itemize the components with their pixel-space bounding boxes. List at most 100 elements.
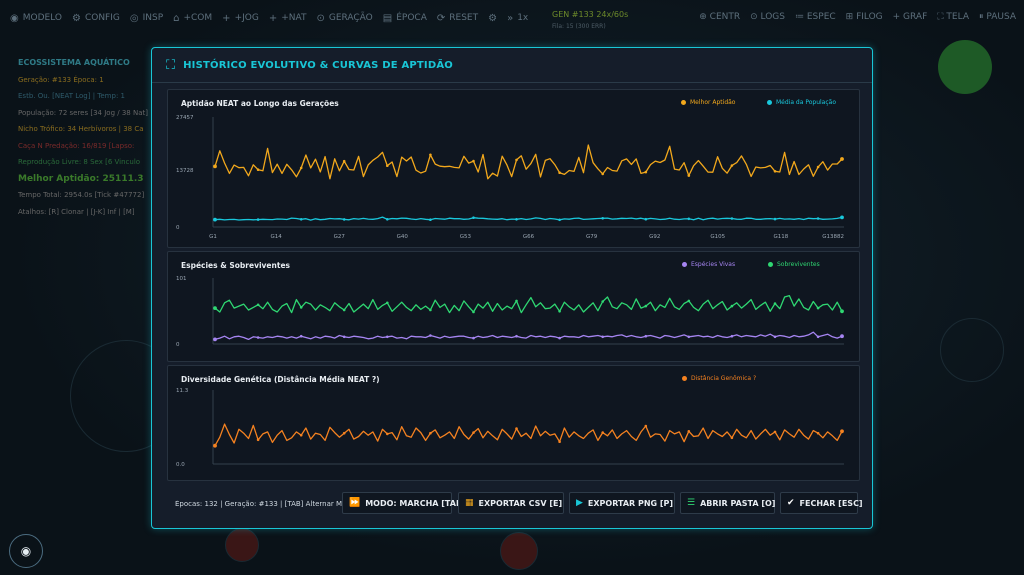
panel-title: ECOSSISTEMA AQUÁTICO <box>18 58 130 67</box>
toolbar-insp[interactable]: ◎ INSP <box>129 12 164 24</box>
data-point <box>213 217 217 222</box>
toolbar-epoca[interactable]: ▤ ÉPOCA <box>382 12 427 24</box>
export-csv-button[interactable]: ▦ EXPORTAR CSV [E] <box>458 492 564 514</box>
toolbar-graf[interactable]: + GRAF <box>892 12 928 22</box>
reset-icon: ⟳ <box>436 12 446 24</box>
toolbar-tela[interactable]: ⛶ TELA <box>937 12 969 22</box>
data-point <box>429 431 432 435</box>
check-icon: ✔ <box>787 498 795 508</box>
data-point <box>840 215 844 220</box>
series-line <box>214 144 843 180</box>
list-icon: ☰ <box>687 498 696 508</box>
eye-icon: ◉ <box>10 12 19 24</box>
x-tick-label: G53 <box>460 234 472 240</box>
target-icon: ◎ <box>129 12 139 24</box>
toolbar-settings[interactable]: ⚙ <box>488 13 497 24</box>
status-text: Épocas: 132 | Geração: #133 | [TAB] Alte… <box>175 500 345 508</box>
open-folder-button[interactable]: ☰ ABRIR PASTA [O] <box>680 492 775 514</box>
toolbar-espec[interactable]: ≔ ESPEC <box>795 12 836 22</box>
series-line <box>214 331 843 341</box>
series-line <box>214 294 843 314</box>
modal-header: ⛶ HISTÓRICO EVOLUTIVO & CURVAS DE APTIDÃ… <box>152 48 872 82</box>
x-tick-label: G14 <box>270 234 282 240</box>
generation-indicator: GEN #133 24x/60s Fila: 15 (300 ERR) <box>552 10 629 30</box>
data-point <box>386 432 389 436</box>
toolbar-modelo[interactable]: ◉ MODELO <box>10 12 62 24</box>
export-png-button[interactable]: ▶ EXPORTAR PNG [P] <box>569 492 675 514</box>
data-point <box>386 218 389 221</box>
data-point <box>299 166 303 170</box>
data-point <box>213 164 217 169</box>
y-tick-label: 101 <box>176 276 187 282</box>
toolbar-nat[interactable]: + +NAT <box>268 12 307 24</box>
toolbar-geracao[interactable]: ⊙ GERAÇÃO <box>316 12 373 24</box>
data-point <box>773 430 777 434</box>
fast-forward-icon: » <box>507 12 514 24</box>
calendar-icon: ▤ <box>382 12 393 24</box>
data-point <box>515 299 518 303</box>
y-tick-label: 0 <box>176 342 180 348</box>
data-point <box>299 218 303 221</box>
data-point <box>386 301 389 305</box>
data-point <box>687 430 691 433</box>
data-point <box>816 431 820 435</box>
data-point <box>558 336 561 340</box>
toolbar-centr[interactable]: ⊕ CENTR <box>699 12 741 22</box>
fast-forward-icon: ⏩ <box>349 498 361 508</box>
x-tick-label: G79 <box>586 234 598 240</box>
info-line: Tempo Total: 2954.0s [Tick #47772] <box>18 191 145 199</box>
info-line: Geração: #133 Época: 1 <box>18 75 104 84</box>
camera-button[interactable]: ◉ <box>9 534 43 568</box>
data-point <box>840 429 844 434</box>
toolbar-reset[interactable]: ⟳ RESET <box>436 12 479 24</box>
data-point <box>429 153 432 157</box>
data-point <box>687 217 691 221</box>
x-tick-label: G40 <box>397 234 409 240</box>
info-line: Nicho Trófico: 34 Herbívoros | 38 Ca <box>18 125 144 133</box>
info-line: Estb. Ou. [NEAT Log] | Temp: 1 <box>18 92 125 100</box>
data-point <box>687 174 691 177</box>
data-point <box>816 217 820 220</box>
data-point <box>644 304 648 308</box>
species-chart: 101 0 <box>176 276 844 348</box>
data-point <box>840 334 844 339</box>
toolbar-speed[interactable]: » 1x <box>507 12 529 24</box>
toolbar-filog[interactable]: ⊞ FILOG <box>845 12 883 22</box>
legend-item: Média da População <box>767 99 836 106</box>
x-tick-label: G1 <box>209 234 217 240</box>
x-tick-label: G66 <box>523 234 535 240</box>
toolbar-jog[interactable]: + +JOG <box>222 12 259 24</box>
data-point <box>515 427 518 430</box>
toolbar-com[interactable]: ⌂ +COM <box>173 12 213 24</box>
mode-button[interactable]: ⏩ MODO: MARCHA [TAB] <box>342 492 466 514</box>
data-point <box>644 424 648 428</box>
table-icon: ▦ <box>465 498 474 508</box>
data-point <box>840 157 844 161</box>
top-toolbar: ◉ MODELO ⚙ CONFIG ◎ INSP ⌂ +COM + +JOG + +NAT … <box>0 0 1024 36</box>
chart-title: Diversidade Genética (Distância Média NE… <box>181 375 380 384</box>
toolbar-pausa[interactable]: ⏸ PAUSA <box>979 12 1016 22</box>
data-point <box>299 334 303 338</box>
data-point <box>840 309 844 314</box>
drop-icon: ⌂ <box>173 12 180 24</box>
legend-item: Distância Genômica ? <box>682 375 756 382</box>
data-point <box>213 337 217 342</box>
data-point <box>256 303 260 307</box>
y-tick-label: 11.3 <box>176 388 189 394</box>
data-point <box>342 218 346 221</box>
toolbar-logs[interactable]: ⊙ LOGS <box>750 12 785 22</box>
gear-icon: ⚙ <box>488 12 498 24</box>
y-tick-label: 0 <box>176 225 180 231</box>
series-line <box>214 423 843 447</box>
network-icon: ⛶ <box>166 57 176 73</box>
data-point <box>213 306 217 310</box>
data-point <box>601 172 604 176</box>
data-point <box>816 335 820 339</box>
data-point <box>429 334 432 337</box>
data-point <box>816 306 820 310</box>
close-button[interactable]: ✔ FECHAR [ESC] <box>780 492 863 514</box>
plus-icon: + <box>268 12 278 24</box>
organism <box>938 40 992 94</box>
chart-title: Aptidão NEAT ao Longo das Gerações <box>181 99 339 108</box>
toolbar-config[interactable]: ⚙ CONFIG <box>71 12 120 24</box>
